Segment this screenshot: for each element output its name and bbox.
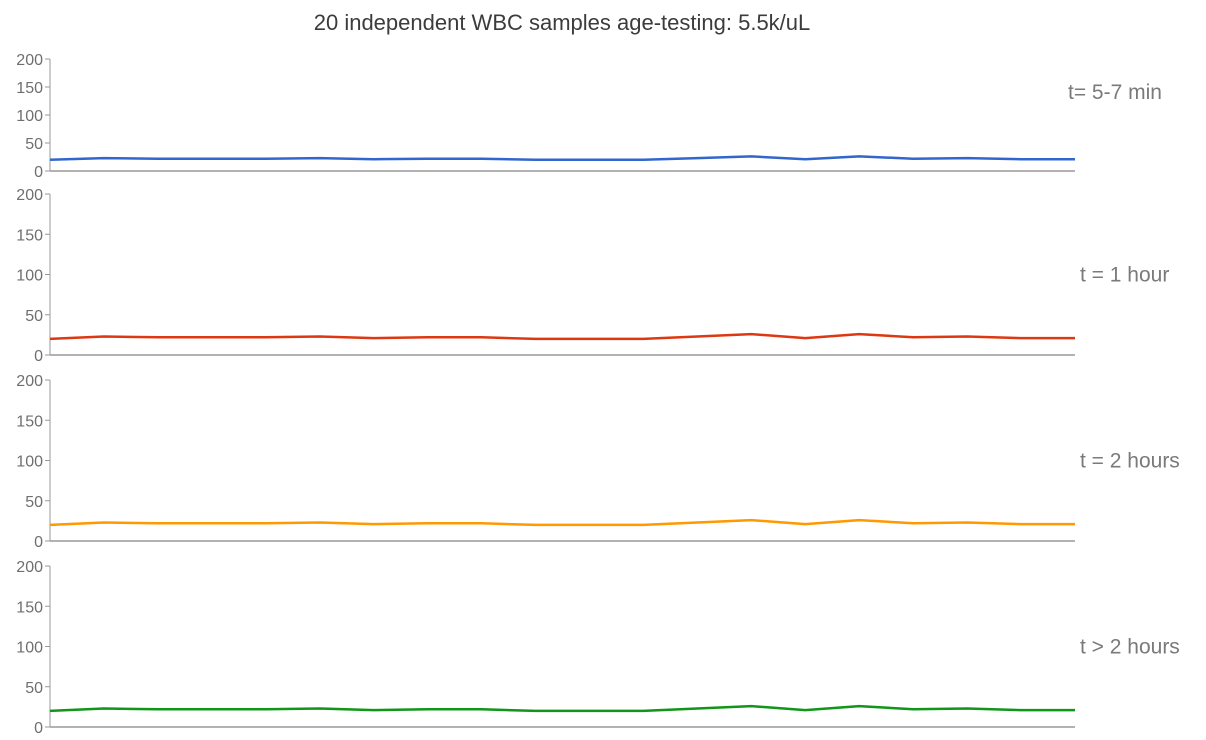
y-tick-label: 150 [16, 227, 43, 244]
y-tick-label: 100 [16, 454, 43, 471]
y-tick-label: 50 [25, 680, 43, 697]
chart-panels: 0 50 100 150 200 t= 5-7 min 0 50 100 150 200 t = 1 … [16, 52, 1180, 737]
y-tick-label: 100 [16, 108, 43, 125]
y-tick-label: 150 [16, 413, 43, 430]
y-tick-label: 200 [16, 187, 43, 204]
y-tick-label: 50 [25, 136, 43, 153]
y-tick-label: 150 [16, 80, 43, 97]
y-tick-label: 0 [34, 348, 43, 365]
y-tick-label: 100 [16, 268, 43, 285]
panel-label: t= 5-7 min [1068, 81, 1162, 104]
chart-title: 20 independent WBC samples age-testing: … [314, 10, 811, 35]
chart-panel-4: 0 50 100 150 200 t > 2 hours [16, 559, 1180, 737]
y-tick-label: 0 [34, 534, 43, 551]
y-tick-label: 200 [16, 52, 43, 69]
panel-label: t = 1 hour [1080, 264, 1169, 287]
series-line [49, 518, 1075, 527]
panel-label: t = 2 hours [1080, 450, 1180, 473]
series-line [49, 704, 1075, 713]
panel-label: t > 2 hours [1080, 636, 1180, 659]
y-tick-label: 0 [34, 164, 43, 181]
y-tick-label: 0 [34, 720, 43, 737]
y-tick-label: 200 [16, 373, 43, 390]
y-tick-label: 150 [16, 599, 43, 616]
chart-panel-1: 0 50 100 150 200 t= 5-7 min [16, 52, 1162, 181]
chart-panel-3: 0 50 100 150 200 t = 2 hours [16, 373, 1180, 551]
y-tick-label: 200 [16, 559, 43, 576]
chart-panel-2: 0 50 100 150 200 t = 1 hour [16, 187, 1169, 365]
y-tick-label: 50 [25, 308, 43, 325]
y-tick-label: 100 [16, 640, 43, 657]
series-line [49, 332, 1075, 341]
y-tick-label: 50 [25, 494, 43, 511]
series-line [49, 155, 1075, 162]
